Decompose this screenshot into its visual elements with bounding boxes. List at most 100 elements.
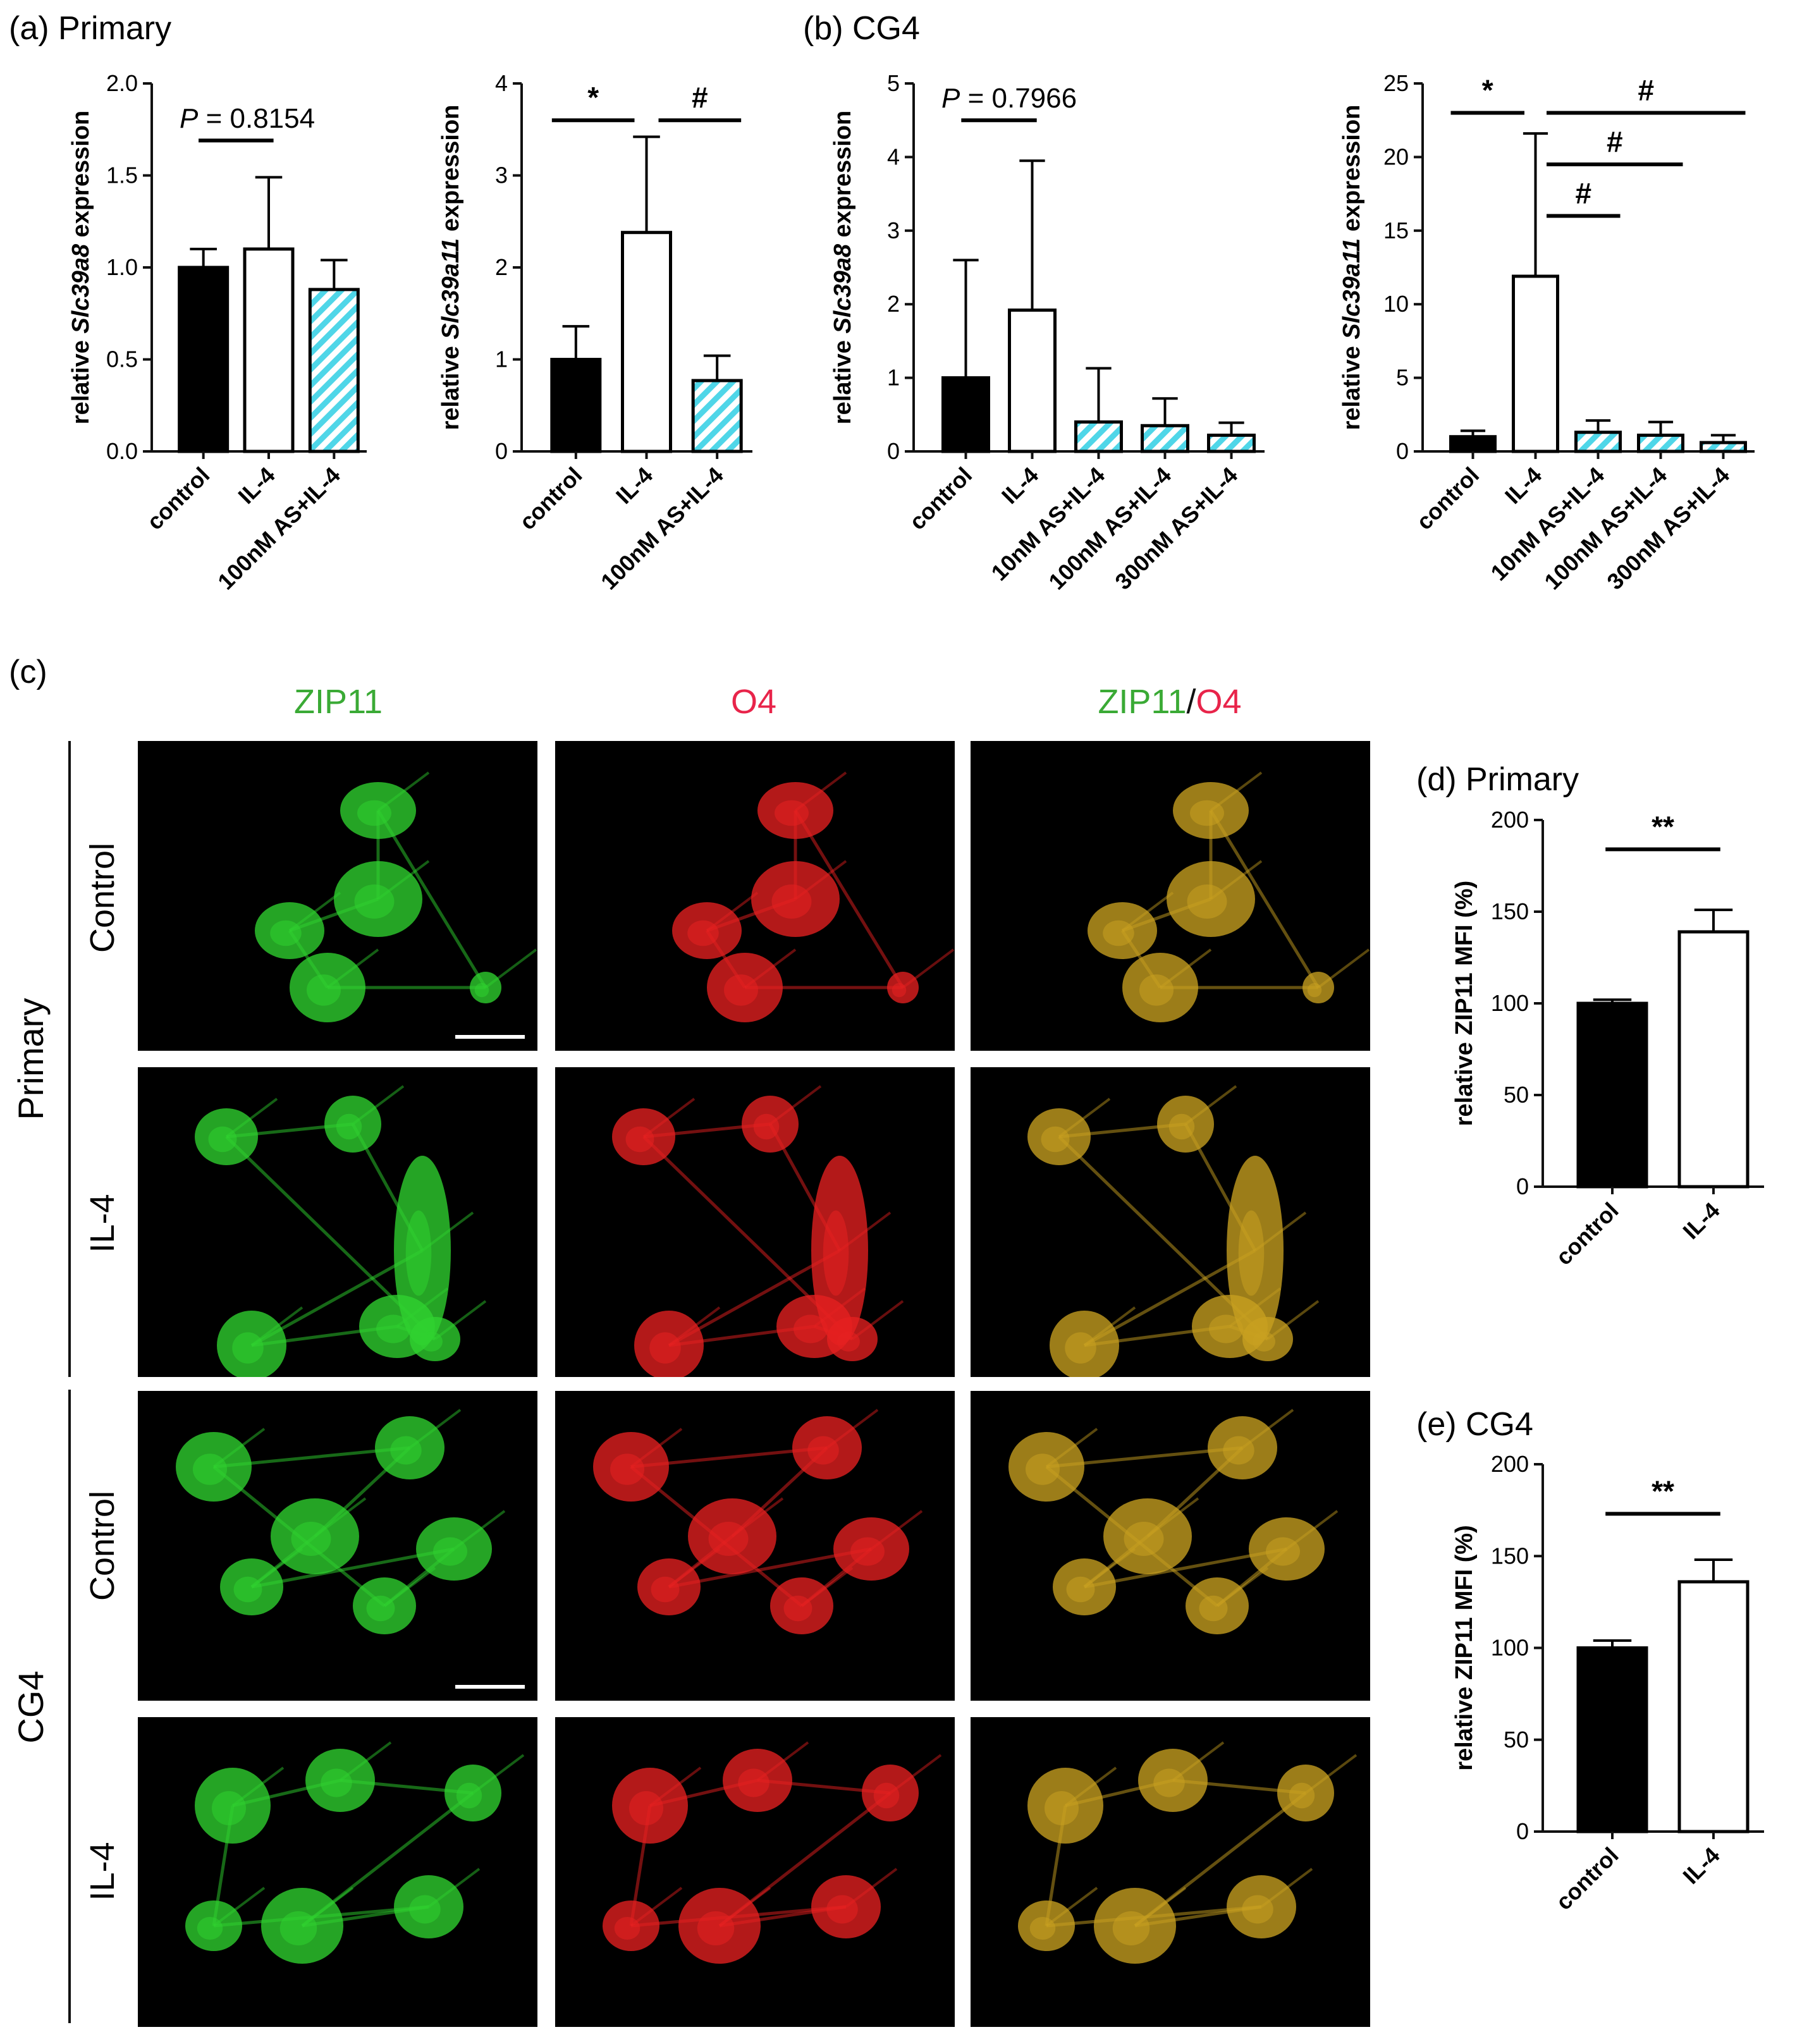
significance-label: **: [1652, 810, 1674, 843]
cell-nucleus: [1103, 920, 1134, 946]
significance-label: #: [1638, 74, 1654, 107]
significance-label: *: [1482, 74, 1493, 107]
cell-nucleus: [873, 1782, 900, 1809]
cell-process: [376, 809, 487, 989]
micrograph-image: [593, 1409, 923, 1634]
cell-nucleus: [405, 1210, 432, 1296]
y-tick-label: 200: [1491, 1451, 1529, 1477]
cell-nucleus: [625, 1126, 654, 1153]
column-header-part: ZIP11: [294, 683, 383, 721]
cell-nucleus: [270, 920, 302, 946]
cell-nucleus: [212, 1791, 246, 1825]
x-tick-label: 100nM AS+IL-4: [596, 462, 728, 595]
cell-nucleus: [651, 1576, 680, 1603]
cell-nucleus: [1199, 1595, 1228, 1622]
chart-a-slc39a8: 0.0 0.5 1.0 1.5 2.0 relative Slc39a8 expressi…: [68, 70, 367, 594]
x-tick-label: IL-4: [1677, 1842, 1724, 1889]
column-header-zip11: ZIP11: [294, 683, 383, 721]
bar: [1576, 1646, 1648, 1833]
cell-process: [794, 809, 905, 989]
y-tick-label: 2: [887, 291, 900, 317]
row-label-cg4-control: Control: [83, 1491, 121, 1601]
micrograph-panel: [138, 1391, 537, 1701]
y-tick-label: 50: [1504, 1727, 1529, 1753]
significance-label: **: [1652, 1474, 1674, 1507]
cell-nucleus: [1026, 1453, 1060, 1485]
x-tick-label: control: [1550, 1197, 1623, 1270]
bar: [243, 247, 295, 453]
y-tick-label: 5: [1396, 365, 1409, 391]
cell-nucleus: [1041, 1126, 1070, 1153]
bar: [1677, 930, 1750, 1189]
cell-nucleus: [1029, 1917, 1056, 1940]
column-header-part: O4: [731, 683, 776, 721]
y-axis-label-part: expression: [438, 105, 464, 238]
y-axis-label-gene: Slc39a11: [438, 238, 464, 340]
cell-nucleus: [783, 1595, 812, 1622]
y-tick-label: 2: [495, 254, 508, 280]
y-axis-label: relative Slc39a11 expression: [1339, 105, 1365, 431]
cell-nucleus: [474, 982, 489, 998]
significance-label: P = 0.7966: [941, 83, 1077, 114]
cell-nucleus: [366, 1595, 395, 1622]
y-tick-label: 1.5: [106, 162, 138, 188]
cell-nucleus: [193, 1453, 227, 1485]
bar: [621, 231, 672, 453]
y-axis-label-part: expression: [68, 111, 94, 244]
y-axis-label-gene: Slc39a8: [830, 243, 856, 333]
cell-nucleus: [1266, 1537, 1300, 1566]
cell-nucleus: [376, 1314, 410, 1343]
bar: [178, 266, 230, 453]
y-tick-label: 5: [887, 70, 900, 96]
y-tick-label: 1: [887, 365, 900, 391]
chart-e-zip11-mfi: 0 50 100 150 200 relative ZIP11 MFI (%) contro…: [1451, 1451, 1764, 1915]
y-tick-label: 150: [1491, 1543, 1529, 1569]
x-tick-label: control: [1550, 1842, 1623, 1915]
significance-label: #: [1575, 177, 1591, 210]
bar: [1700, 441, 1747, 453]
y-tick-label: 0: [1516, 1818, 1529, 1844]
cell-nucleus: [1139, 974, 1174, 1006]
cell-nucleus: [307, 974, 341, 1006]
y-axis-label-part: relative: [438, 340, 464, 431]
micrograph-image: [603, 1741, 942, 1964]
significance-p: P: [941, 83, 960, 114]
cell-process: [225, 1135, 436, 1340]
bar: [1574, 431, 1622, 453]
cell-nucleus: [233, 1576, 262, 1603]
y-tick-label: 25: [1383, 70, 1409, 96]
cell-nucleus: [1187, 884, 1227, 919]
significance-label: #: [692, 81, 708, 114]
cell-process: [212, 1466, 386, 1607]
cell-nucleus: [1066, 1576, 1095, 1603]
cell-nucleus: [197, 1917, 223, 1940]
x-tick-label: IL-4: [233, 462, 279, 509]
significance-p: P: [180, 103, 199, 134]
cell-nucleus: [1168, 1113, 1195, 1140]
chart-b-slc39a8: 0 1 2 3 4 5 relative Slc39a8 expression control…: [830, 70, 1265, 594]
y-tick-label: 50: [1504, 1082, 1529, 1108]
y-tick-label: 200: [1491, 807, 1529, 833]
micrograph-image: [255, 771, 537, 1039]
micrograph-panel: [555, 741, 955, 1051]
x-tick-label: IL-4: [1500, 462, 1547, 509]
cell-nucleus: [738, 1768, 769, 1797]
chart-b-slc39a11: 0 5 10 15 20 25 relative Slc39a11 expression co…: [1339, 70, 1755, 594]
group-label-cg4: CG4: [11, 1670, 51, 1743]
cell-process: [1045, 1466, 1218, 1607]
y-tick-label: 10: [1383, 291, 1409, 317]
significance-label: #: [1607, 125, 1623, 158]
column-header-part: /: [1187, 683, 1196, 721]
cell-nucleus: [433, 1537, 467, 1566]
y-tick-label: 0: [1516, 1173, 1529, 1199]
bar: [1637, 433, 1684, 453]
y-axis-label: relative Slc39a8 expression: [830, 111, 856, 424]
y-axis-label-gene: Slc39a8: [68, 243, 94, 333]
y-axis-label-part: relative: [1339, 340, 1365, 431]
cell-process: [630, 1466, 803, 1607]
chart-a-slc39a11: 0 1 2 3 4 relative Slc39a11 expression control…: [438, 70, 752, 594]
cell-nucleus: [354, 884, 395, 919]
cell-nucleus: [1223, 1436, 1254, 1465]
y-tick-label: 20: [1383, 144, 1409, 169]
